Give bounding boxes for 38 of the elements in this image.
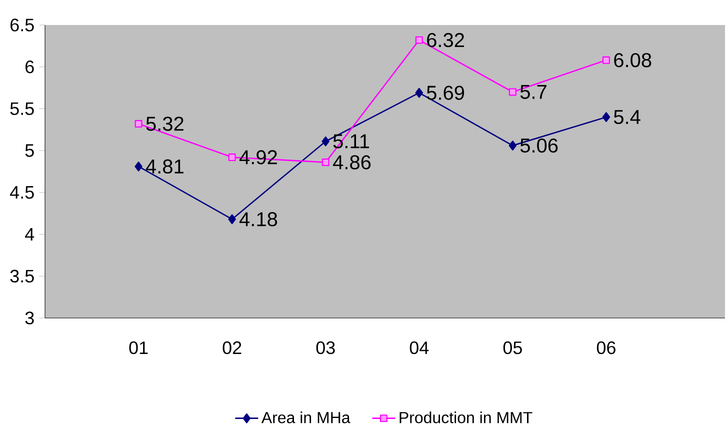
x-tick-label: 06 [596,341,616,354]
data-label: 5.69 [426,86,464,100]
point [228,214,236,224]
y-tick-label: 3.5 [10,270,34,283]
data-label: 5.4 [614,110,640,124]
point [508,140,517,150]
data-label: 6.08 [614,53,652,68]
point [415,88,424,98]
x-tick-label: 01 [129,341,148,354]
y-tick-label: 5.5 [10,102,34,115]
y-tick-label: 3 [25,312,34,324]
x-tick-label: 02 [222,341,242,354]
point [602,112,610,122]
point [134,120,142,128]
x-tick-label: 05 [503,341,522,354]
point [228,154,236,162]
data-label: 6.32 [427,32,464,48]
data-label: 5.7 [520,84,546,99]
y-tick-label: 6 [26,60,34,74]
y-tick-label: 6.5 [10,18,34,32]
data-label: 5.06 [520,138,558,153]
point [322,158,330,166]
data-label: 4.81 [146,159,184,174]
data-label: 4.18 [239,212,278,226]
point [134,162,142,172]
point [322,136,330,146]
y-tick-label: 4 [25,228,34,240]
legend-label: Production in MMT [400,412,532,424]
x-tick-label: 04 [410,341,429,354]
point [415,36,423,44]
data-label: 4.86 [333,155,371,170]
y-tick-label: 5 [25,144,34,157]
point [508,88,516,96]
x-tick-label: 03 [316,341,335,354]
data-label: 5.32 [146,116,184,131]
point [602,56,610,64]
y-tick-label: 4.5 [10,186,34,199]
legend-label: Area in MHa [261,412,350,424]
